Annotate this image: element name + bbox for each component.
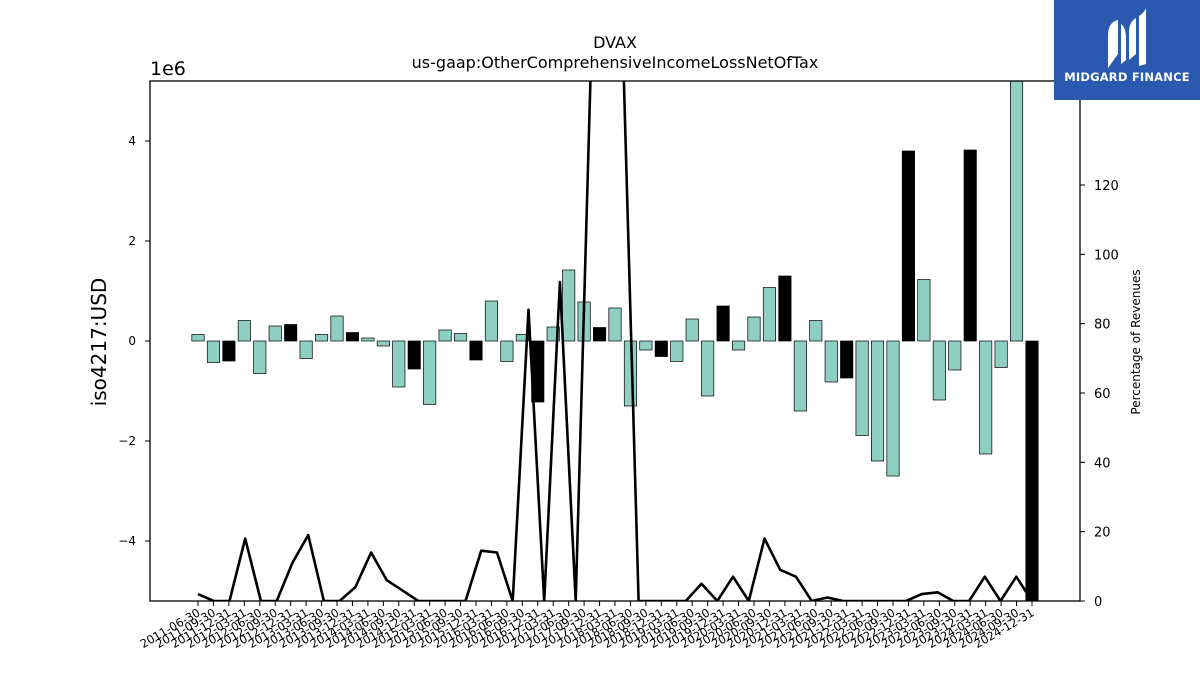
bar xyxy=(793,340,807,412)
bar xyxy=(685,318,699,342)
bar xyxy=(206,340,220,363)
y2-tick-label: 40 xyxy=(1094,456,1111,471)
logo-mark-icon xyxy=(1108,8,1146,68)
bar xyxy=(407,340,421,370)
brand-logo: MIDGARD FINANCE xyxy=(1054,0,1200,100)
bar xyxy=(1025,340,1039,601)
bar xyxy=(392,340,406,388)
bar xyxy=(917,279,931,342)
bar xyxy=(361,337,375,342)
bar xyxy=(191,334,205,342)
bar xyxy=(871,340,885,462)
y-tick-label: −2 xyxy=(118,434,136,448)
bar xyxy=(376,340,390,347)
y2-tick-label: 120 xyxy=(1094,179,1119,194)
bar xyxy=(608,307,622,342)
bar xyxy=(824,340,838,383)
bar xyxy=(253,340,267,374)
bar xyxy=(654,340,668,357)
bar xyxy=(979,340,993,455)
bar xyxy=(747,316,761,342)
y-tick-label: −4 xyxy=(118,534,136,548)
bar xyxy=(222,340,236,362)
y2-tick-label: 0 xyxy=(1094,595,1102,610)
bar xyxy=(886,340,900,477)
bar xyxy=(762,287,776,342)
bar xyxy=(438,329,452,342)
bar xyxy=(778,275,792,342)
y2-axis-label: Percentage of Revenues xyxy=(1129,269,1143,414)
bar xyxy=(716,305,730,342)
bar xyxy=(932,340,946,401)
bar xyxy=(299,340,313,359)
y2-tick-label: 100 xyxy=(1094,248,1119,263)
chart-title: DVAX xyxy=(593,33,637,52)
bar xyxy=(901,150,915,342)
bar xyxy=(345,332,359,342)
bar xyxy=(639,340,653,351)
logo-text: MIDGARD FINANCE xyxy=(1064,70,1190,84)
bar xyxy=(593,327,607,342)
y-tick-label: 0 xyxy=(128,334,136,348)
bar xyxy=(948,340,962,371)
y2-tick-label: 80 xyxy=(1094,318,1111,333)
bar xyxy=(330,315,344,342)
bar xyxy=(840,340,854,379)
bar xyxy=(237,320,251,342)
bar xyxy=(268,325,282,342)
bar xyxy=(484,300,498,342)
bar xyxy=(855,340,869,436)
y-tick-label: 2 xyxy=(128,234,136,248)
bar xyxy=(994,340,1008,368)
chart-subtitle: us-gaap:OtherComprehensiveIncomeLossNetO… xyxy=(412,53,819,72)
bar xyxy=(670,340,684,362)
bar xyxy=(562,269,576,342)
bar xyxy=(963,149,977,342)
bar xyxy=(315,334,329,342)
bar xyxy=(284,324,298,342)
bar xyxy=(809,320,823,342)
y-tick-label: 4 xyxy=(128,134,136,148)
y2-tick-label: 60 xyxy=(1094,387,1111,402)
bar xyxy=(469,340,483,361)
bar xyxy=(515,334,529,342)
bar xyxy=(1010,81,1024,342)
bar xyxy=(500,340,514,362)
bar xyxy=(701,340,715,397)
y-axis-label: iso4217:USD xyxy=(87,278,111,407)
bar xyxy=(732,340,746,351)
y-axis-offset-text: 1e6 xyxy=(150,58,186,80)
bar xyxy=(454,333,468,342)
y2-tick-label: 20 xyxy=(1094,526,1111,541)
bar xyxy=(423,340,437,405)
